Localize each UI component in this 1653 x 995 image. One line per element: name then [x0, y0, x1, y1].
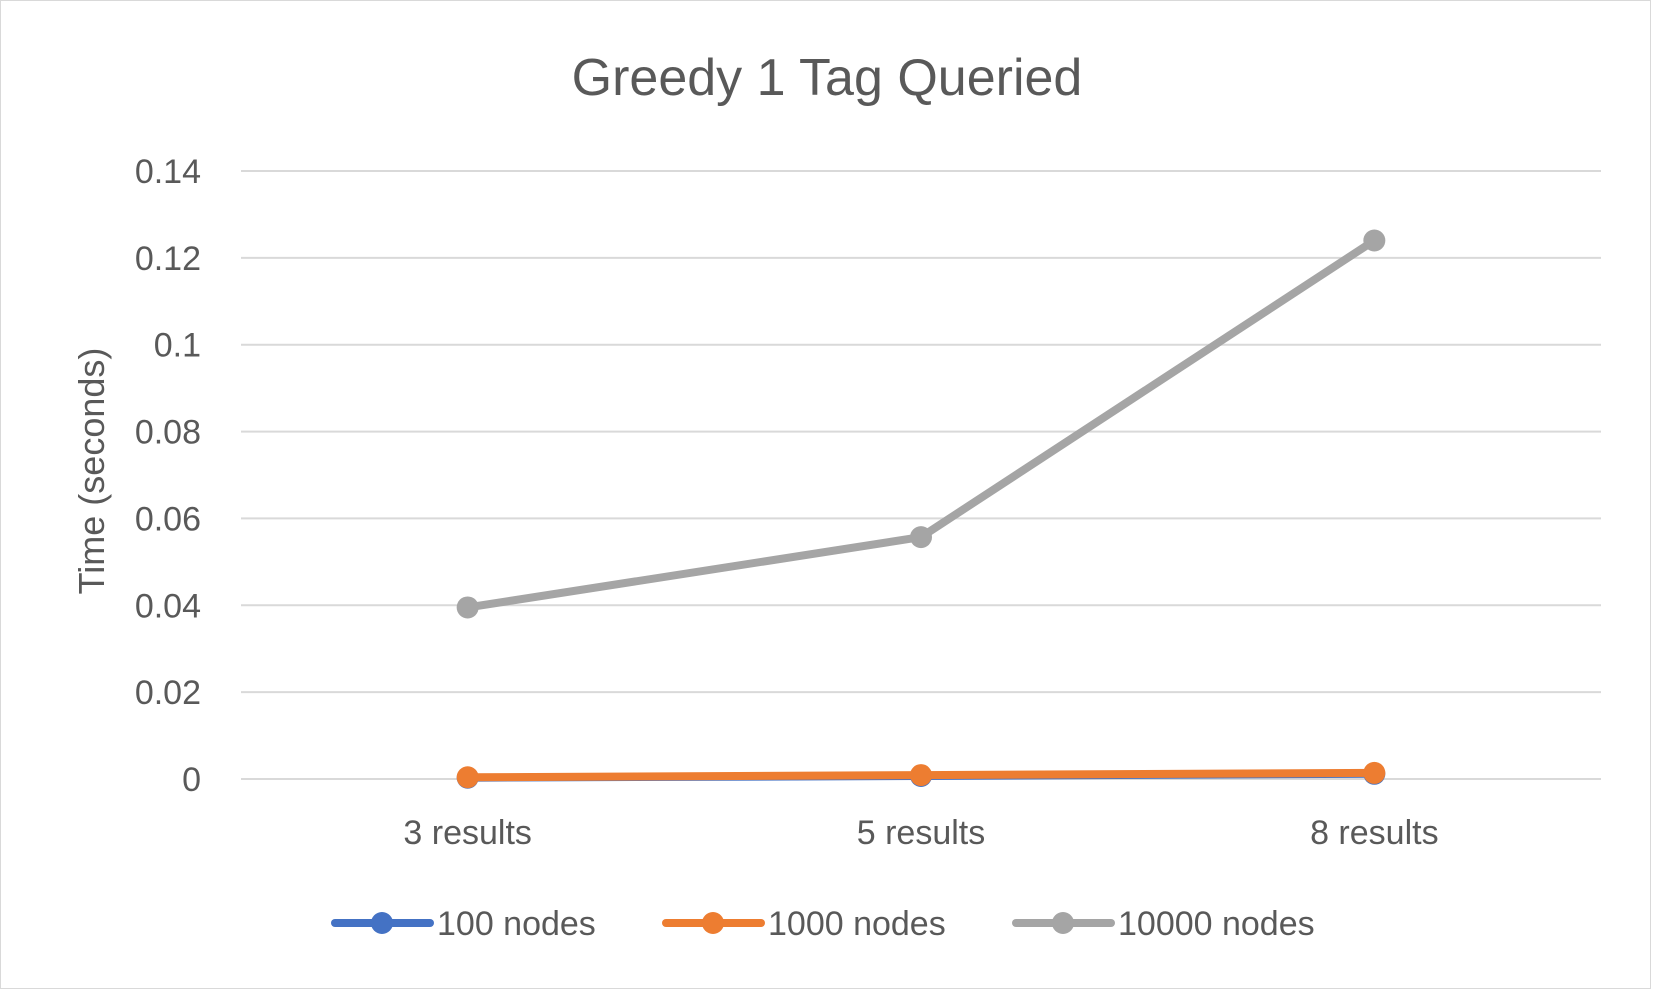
chart-title: Greedy 1 Tag Queried — [572, 49, 1083, 107]
series-group — [456, 229, 1386, 619]
gridlines — [241, 170, 1601, 780]
legend-swatch-marker — [371, 912, 393, 934]
y-tick-label: 0.02 — [135, 674, 201, 712]
data-point — [456, 766, 479, 789]
x-tick-label: 8 results — [1310, 814, 1439, 852]
legend-label: 1000 nodes — [768, 905, 946, 943]
y-tick-label: 0.06 — [135, 500, 201, 538]
y-tick-label: 0.08 — [135, 414, 201, 452]
data-point — [1363, 761, 1386, 784]
series-group — [456, 761, 1386, 789]
series-line — [463, 236, 1379, 612]
legend-label: 10000 nodes — [1118, 905, 1315, 943]
data-point — [910, 764, 932, 787]
y-tick-label: 0.04 — [135, 587, 201, 625]
x-tick-label: 3 results — [403, 814, 532, 852]
x-axis-ticks: 3 results 5 results 8 results — [403, 814, 1438, 852]
legend-item: 10000 nodes — [1012, 905, 1315, 943]
legend-item: 1000 nodes — [662, 905, 946, 943]
x-tick-label: 5 results — [857, 814, 986, 852]
y-axis-label: Time (seconds) — [71, 348, 112, 595]
series-lines — [456, 229, 1386, 789]
legend-swatch-marker — [1052, 912, 1074, 934]
y-tick-label: 0 — [182, 761, 201, 799]
legend-item: 100 nodes — [331, 905, 596, 943]
data-point — [456, 596, 479, 619]
y-tick-label: 0.12 — [135, 240, 201, 278]
legend-label: 100 nodes — [437, 905, 596, 943]
data-point — [910, 526, 932, 549]
y-tick-label: 0.1 — [154, 327, 201, 365]
legend-swatch-marker — [702, 912, 724, 934]
data-point — [1363, 229, 1386, 252]
y-tick-label: 0.14 — [135, 153, 201, 191]
y-axis-ticks: 0 0.02 0.04 0.06 0.08 0.1 0.12 0.14 — [135, 153, 201, 799]
legend: 100 nodes 1000 nodes 10000 nodes — [331, 905, 1315, 943]
